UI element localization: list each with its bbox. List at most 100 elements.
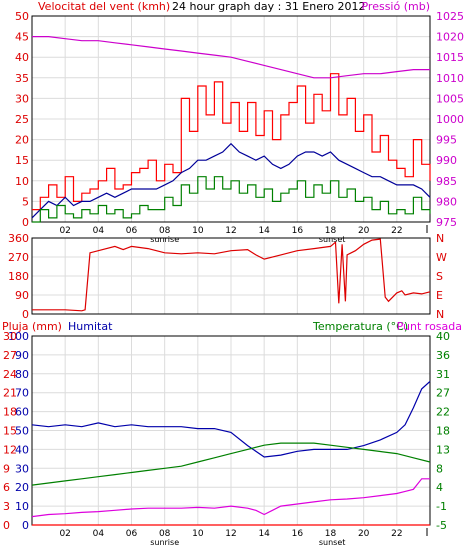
y-tick-label: 25 <box>15 113 29 126</box>
y2-tick-label: 18 <box>436 425 450 438</box>
x-tick-label: 02 <box>59 226 70 236</box>
rain-tick-label: 21 <box>3 387 17 400</box>
sun-event-label: sunset <box>319 235 346 244</box>
x-tick-label: 20 <box>358 529 370 539</box>
series-line-0-1 <box>31 142 431 219</box>
y-tick-label: 20 <box>15 134 29 147</box>
series-line-1-0 <box>32 238 431 312</box>
rain-tick-label: 9 <box>3 462 10 475</box>
y2-tick-label: 990 <box>436 154 457 167</box>
y-tick-label: 30 <box>15 462 29 475</box>
y-tick-label: 45 <box>15 31 29 44</box>
y-tick-label: 35 <box>15 72 29 85</box>
y2-tick-label: 1000 <box>436 113 464 126</box>
x-tick-label: 22 <box>391 226 402 236</box>
humidity-axis-title: Humitat <box>68 320 113 333</box>
x-tick-label: 10 <box>192 226 204 236</box>
y-tick-label: 10 <box>15 500 29 513</box>
y2-tick-label: 22 <box>436 406 450 419</box>
y2-tick-label: 995 <box>436 134 457 147</box>
y-tick-label: 15 <box>15 154 29 167</box>
rain-tick-label: 3 <box>3 500 10 513</box>
x-tick-label: 06 <box>126 529 138 539</box>
x-tick-label: 16 <box>292 529 304 539</box>
y2-tick-label: 975 <box>436 216 457 229</box>
y-tick-label: 0 <box>22 519 29 532</box>
plot-frame <box>31 237 431 315</box>
rain-tick-label: 24 <box>3 368 17 381</box>
x-tick-label: 08 <box>159 529 171 539</box>
y2-tick-label: -5 <box>436 519 447 532</box>
y2-tick-label: 980 <box>436 195 457 208</box>
y2-tick-label: 985 <box>436 175 457 188</box>
series-line-2-0 <box>31 380 431 458</box>
y2-tick-label: 36 <box>436 349 450 362</box>
y2-tick-label: N <box>436 308 444 321</box>
rain-tick-label: 15 <box>3 425 17 438</box>
sun-event-label: sunset <box>319 538 346 547</box>
y-tick-label: 40 <box>15 51 29 64</box>
y-tick-label: 20 <box>15 481 29 494</box>
x-tick-label: 08 <box>159 226 171 236</box>
rain-tick-label: 30 <box>3 330 17 343</box>
rain-axis-title: Pluja (mm) <box>2 320 62 333</box>
y2-tick-label: S <box>436 270 443 283</box>
y-tick-label: 40 <box>15 443 29 456</box>
y2-tick-label: 13 <box>436 443 450 456</box>
x-tick-label: 14 <box>258 226 270 236</box>
rain-tick-label: 12 <box>3 443 17 456</box>
wind-axis-title: Velocitat del vent (kmh) <box>38 0 170 13</box>
y2-tick-label: 27 <box>436 387 450 400</box>
pressure-axis-title: Pressió (mb) <box>361 0 430 13</box>
y-tick-label: 90 <box>15 349 29 362</box>
x-tick-label: 22 <box>391 529 402 539</box>
x-tick-label: 20 <box>358 226 370 236</box>
y2-tick-label: 1020 <box>436 31 464 44</box>
series-line-0-3 <box>32 36 430 79</box>
x-tick-label: 16 <box>292 226 304 236</box>
y2-tick-label: 1010 <box>436 72 464 85</box>
y2-tick-label: 31 <box>436 368 450 381</box>
y2-tick-label: E <box>436 289 443 302</box>
x-tick-label: 04 <box>93 226 105 236</box>
y-tick-label: 5 <box>22 195 29 208</box>
y-tick-label: 70 <box>15 387 29 400</box>
y-tick-label: 0 <box>22 308 29 321</box>
y-tick-label: 50 <box>15 10 29 23</box>
y2-tick-label: 1015 <box>436 51 464 64</box>
x-tick-label: 14 <box>258 529 270 539</box>
plot-frame <box>31 15 431 223</box>
series-line-0-0 <box>32 73 431 211</box>
y-tick-label: 60 <box>15 406 29 419</box>
x-tick-label: 10 <box>192 529 204 539</box>
y-tick-label: 90 <box>15 289 29 302</box>
series-line-2-2 <box>31 478 430 518</box>
x-tick-label: 18 <box>325 226 337 236</box>
x-tick-label: 04 <box>93 529 105 539</box>
sun-event-label: sunrise <box>150 538 179 547</box>
y-tick-label: 10 <box>15 175 29 188</box>
y-tick-label: 180 <box>8 270 29 283</box>
y-tick-label: 100 <box>8 330 29 343</box>
temperature-axis-title: Temperatura (°C) <box>312 320 408 333</box>
sun-event-label: sunrise <box>150 235 179 244</box>
y2-tick-label: -1 <box>436 500 447 513</box>
y-tick-label: 80 <box>15 368 29 381</box>
x-tick-label: 12 <box>225 529 236 539</box>
series-line-0-2 <box>32 176 431 223</box>
y-tick-label: 50 <box>15 425 29 438</box>
y2-tick-label: 40 <box>436 330 450 343</box>
y2-tick-label: W <box>436 251 447 264</box>
rain-tick-label: 27 <box>3 349 17 362</box>
y2-tick-label: 8 <box>436 462 443 475</box>
y2-tick-label: N <box>436 232 444 245</box>
x-tick-label: 18 <box>325 529 337 539</box>
y-tick-label: 30 <box>15 92 29 105</box>
dewpoint-axis-title: Punt rosada <box>397 320 462 333</box>
x-tick-label: 12 <box>225 226 236 236</box>
rain-tick-label: 18 <box>3 406 17 419</box>
rain-tick-label: 0 <box>3 519 10 532</box>
x-tick-label: 06 <box>126 226 138 236</box>
